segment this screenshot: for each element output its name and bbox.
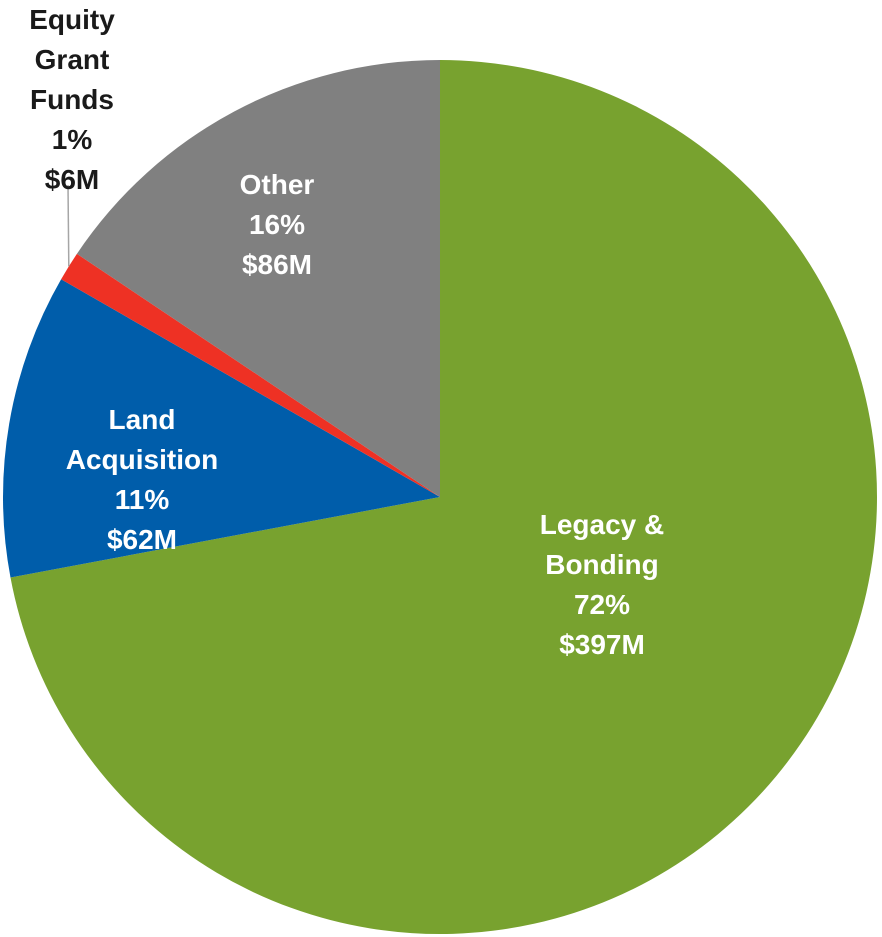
category-label: Legacy & Bonding — [539, 509, 665, 580]
pie-slice — [76, 60, 441, 497]
category-label: Equity Grant Funds — [29, 4, 115, 115]
category-label: Land Acquisition — [65, 404, 219, 475]
leader-line — [67, 184, 70, 267]
percent-label: 1% — [51, 124, 93, 155]
slice-label: Legacy & Bonding 72% $397M — [517, 505, 687, 665]
value-label: $86M — [241, 249, 313, 280]
percent-label: 16% — [248, 209, 306, 240]
value-label: $6M — [44, 164, 100, 195]
category-label: Other — [239, 169, 315, 200]
value-label: $397M — [559, 629, 645, 660]
pie-slice — [61, 253, 440, 497]
slice-label: Other 16% $86M — [192, 165, 362, 285]
percent-label: 11% — [114, 484, 170, 515]
pie-slice — [10, 60, 878, 934]
value-label: $62M — [106, 524, 178, 555]
slice-label: Equity Grant Funds 1% $6M — [22, 0, 122, 200]
pie-slice — [2, 279, 441, 578]
slice-label: Land Acquisition 11% $62M — [37, 400, 247, 560]
percent-label: 72% — [573, 589, 631, 620]
